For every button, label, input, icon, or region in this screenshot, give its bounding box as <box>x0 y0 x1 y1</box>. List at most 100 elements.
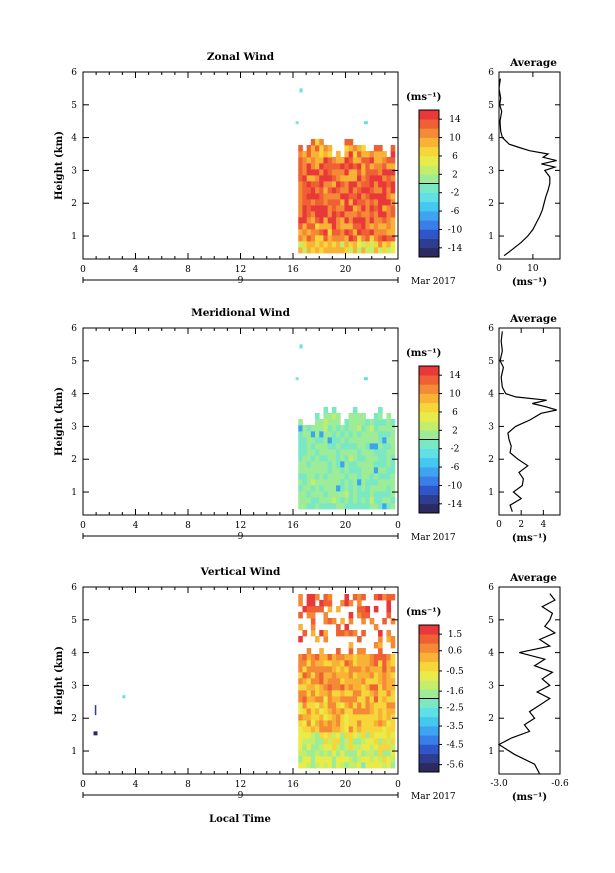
heatmap-cell <box>378 443 383 450</box>
heatmap-cell <box>378 247 383 254</box>
heatmap-cell <box>386 708 392 715</box>
heatmap-cell <box>365 654 371 661</box>
heatmap-cell <box>390 145 396 152</box>
heatmap-cell <box>340 479 345 486</box>
profile-y-tick-label: 5 <box>488 616 494 626</box>
heatmap-cell <box>302 205 308 212</box>
heatmap-cell <box>336 738 341 745</box>
colorbar-swatch <box>419 411 439 422</box>
heatmap-cell <box>319 175 324 182</box>
heatmap-cell <box>378 431 383 438</box>
heatmap-cell <box>352 181 358 188</box>
profile-y-tick-label: 2 <box>488 714 494 724</box>
heatmap-cell <box>306 612 312 619</box>
heatmap-cell <box>390 217 396 224</box>
heatmap-cell <box>361 437 366 444</box>
heatmap-cell <box>348 187 354 194</box>
heatmap-cell <box>327 684 333 691</box>
heatmap-cell <box>357 648 362 655</box>
heatmap-cell <box>336 708 341 715</box>
heatmap-cell <box>331 473 337 480</box>
heatmap-cell <box>344 744 350 751</box>
heatmap-cell <box>352 690 358 697</box>
heatmap-cell <box>352 497 358 504</box>
heatmap-cell <box>336 491 341 498</box>
colorbar-swatch <box>419 457 439 468</box>
heatmap-cell <box>369 714 375 721</box>
heatmap-cell <box>386 750 392 757</box>
heatmap-cell <box>310 193 316 200</box>
heatmap-cell <box>306 187 312 194</box>
heatmap-cell <box>315 437 320 444</box>
heatmap-cell <box>94 705 97 716</box>
heatmap-cell <box>323 696 329 703</box>
heatmap-cell <box>331 726 337 733</box>
heatmap-cell <box>344 630 350 637</box>
heatmap-cell <box>310 169 316 176</box>
heatmap-cell <box>386 467 392 474</box>
x-tick-label: 12 <box>235 521 246 531</box>
heatmap-cell <box>378 654 383 661</box>
heatmap-cell <box>390 708 396 715</box>
heatmap-cell <box>344 479 350 486</box>
heatmap-cell <box>298 636 303 643</box>
y-tick-label: 4 <box>71 649 77 659</box>
heatmap-cell <box>306 726 312 733</box>
heatmap-cell <box>357 660 362 667</box>
heatmap-cell <box>361 425 366 432</box>
heatmap-cell <box>378 696 383 703</box>
heatmap-cell <box>315 235 320 242</box>
heatmap-cell <box>315 419 320 426</box>
heatmap-cell <box>319 503 324 510</box>
heatmap-cell <box>386 431 392 438</box>
heatmap-cell <box>302 606 308 613</box>
heatmap-cell <box>331 223 337 230</box>
heatmap-cell <box>373 461 379 468</box>
heatmap-cell <box>361 738 366 745</box>
heatmap-cell <box>306 696 312 703</box>
heatmap-cell <box>327 491 333 498</box>
colorbar-swatch <box>419 220 439 230</box>
heatmap-cell <box>298 600 303 607</box>
heatmap-cell <box>352 169 358 176</box>
heatmap-cell <box>369 449 375 456</box>
colorbar-swatch <box>419 430 439 440</box>
heatmap-cell <box>378 708 383 715</box>
heatmap-cell <box>382 473 387 480</box>
heatmap-cell <box>298 684 303 691</box>
heatmap-cell <box>386 666 392 673</box>
heatmap-cell <box>348 235 354 242</box>
heatmap-cell <box>306 648 312 655</box>
colorbar-swatch <box>419 625 439 635</box>
heatmap-cell <box>365 419 371 426</box>
heatmap-cell <box>315 229 320 236</box>
heatmap-cell <box>352 672 358 679</box>
heatmap-cell <box>369 732 375 739</box>
heatmap-cell <box>390 678 396 685</box>
heatmap-cell <box>340 666 345 673</box>
heatmap-cell <box>319 630 324 637</box>
heatmap-cell <box>390 636 396 643</box>
heatmap-cell <box>369 618 375 625</box>
heatmap-cell <box>357 199 362 206</box>
heatmap-cell <box>310 145 316 152</box>
heatmap-cell <box>373 217 379 224</box>
heatmap-cell <box>302 175 308 182</box>
heatmap-cell <box>327 455 333 462</box>
heatmap-cell <box>386 473 392 480</box>
heatmap-cell <box>306 157 312 164</box>
heatmap-cell <box>378 666 383 673</box>
x-tick-label: 0 <box>80 780 86 790</box>
heatmap-cell <box>344 684 350 691</box>
heatmap-cell <box>327 750 333 757</box>
heatmap-cell <box>331 407 337 414</box>
heatmap-cell <box>310 455 316 462</box>
heatmap-cell <box>373 413 379 420</box>
heatmap-cell <box>378 229 383 236</box>
heatmap-cell <box>373 187 379 194</box>
heatmap-cell <box>382 497 387 504</box>
heatmap-cell <box>336 630 341 637</box>
heatmap-cell <box>365 497 371 504</box>
heatmap-cell <box>319 690 324 697</box>
heatmap-cell <box>352 229 358 236</box>
